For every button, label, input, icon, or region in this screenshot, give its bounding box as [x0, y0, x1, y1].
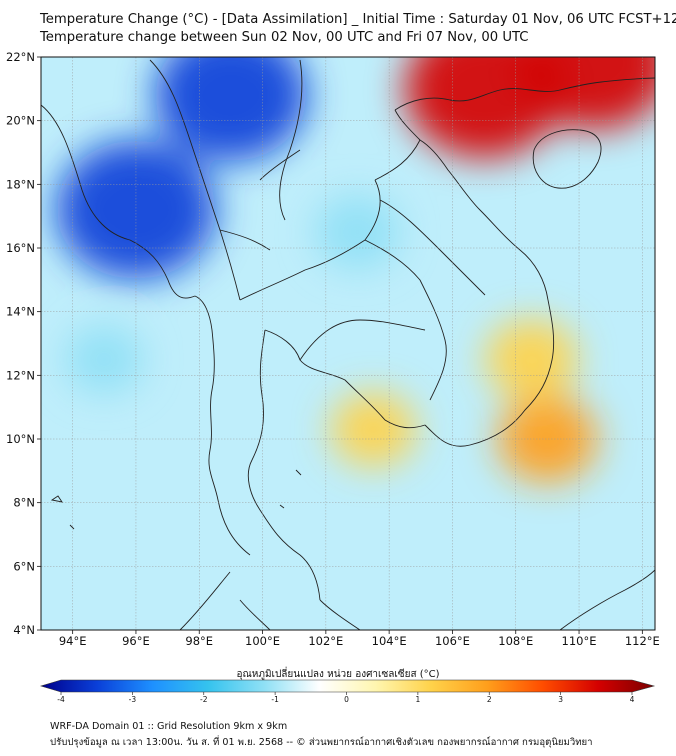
colorbar-tick-label: 3 [558, 695, 563, 704]
colorbar-tick-label: -2 [200, 695, 208, 704]
lon-tick-label: 100°E [245, 634, 280, 648]
latitude-axis: 22°N 20°N 18°N 16°N 14°N 12°N 10°N 8°N 6°N 4°N [6, 50, 41, 637]
footer-model-info: WRF-DA Domain 01 :: Grid Resolution 9km … [50, 721, 288, 732]
lat-tick-label: 12°N [6, 368, 35, 382]
warm-area [330, 392, 417, 467]
colorbar-tick-label: 4 [630, 695, 635, 704]
lat-tick-label: 14°N [6, 305, 35, 319]
lon-tick-label: 110°E [562, 634, 597, 648]
coastlines-and-borders [41, 59, 655, 630]
chart-title-line1: Temperature Change (°C) - [Data Assimila… [40, 12, 676, 27]
lon-tick-label: 102°E [308, 634, 343, 648]
cool-area [65, 325, 144, 394]
warm-area [518, 57, 655, 130]
lon-tick-label: 96°E [122, 634, 150, 648]
lat-tick-label: 10°N [6, 432, 35, 446]
lat-tick-label: 20°N [6, 114, 35, 128]
colorbar-tick-label: -3 [129, 695, 137, 704]
lon-tick-label: 104°E [372, 634, 407, 648]
lat-tick-label: 6°N [13, 559, 35, 573]
footer-credit: ปรับปรุงข้อมูล ณ เวลา 13:00น. วัน ส. ที่… [50, 737, 593, 748]
lon-tick-label: 98°E [185, 634, 213, 648]
lon-tick-label: 106°E [435, 634, 470, 648]
colorbar-title: อุณหภูมิเปลี่ยนแปลง หน่วย องศาเซลเซียส (… [236, 669, 440, 680]
colorbar-tick-label: 2 [487, 695, 492, 704]
colorbar-tick-label: 0 [344, 695, 349, 704]
warm-area [497, 395, 598, 483]
lat-tick-label: 22°N [6, 50, 35, 64]
lat-tick-label: 18°N [6, 177, 35, 191]
colorbar: -4 -3 -2 -1 0 1 2 3 4 [39, 679, 656, 704]
temperature-field [41, 57, 655, 630]
warm-area [485, 319, 579, 400]
chart-title-line2: Temperature change between Sun 02 Nov, 0… [40, 30, 529, 45]
cool-area [56, 140, 216, 279]
longitude-axis: 94°E 96°E 98°E 100°E 102°E 104°E 106°E 108°E 110… [59, 630, 660, 648]
colorbar-tick-label: -4 [57, 695, 65, 704]
colorbar-tick-label: -1 [271, 695, 279, 704]
lon-tick-label: 94°E [59, 634, 87, 648]
colorbar-tick-label: 1 [415, 695, 420, 704]
lon-tick-label: 112°E [625, 634, 660, 648]
lat-tick-label: 8°N [13, 496, 35, 510]
cool-area [314, 194, 401, 270]
lat-tick-label: 4°N [13, 623, 35, 637]
map-frame [40, 56, 656, 631]
lon-tick-label: 108°E [498, 634, 533, 648]
cool-area [155, 57, 307, 162]
lat-tick-label: 16°N [6, 241, 35, 255]
